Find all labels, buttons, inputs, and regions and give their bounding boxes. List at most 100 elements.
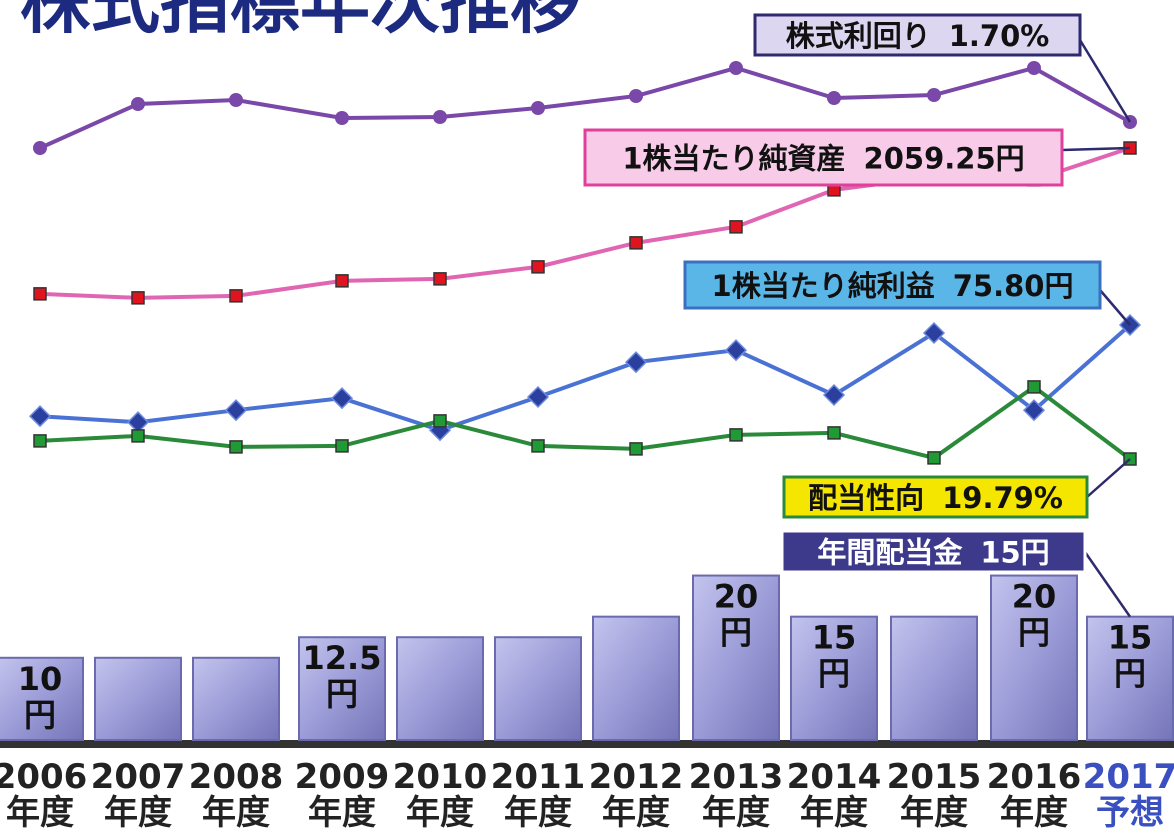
marker — [629, 89, 643, 103]
callout-text: 1株当たり純利益 75.80円 — [712, 269, 1074, 303]
series-line — [39, 384, 1132, 461]
x-tick-label: 2007 年度 — [91, 757, 186, 833]
callout-value: 19.79% — [942, 481, 1063, 515]
line-part: 2008 — [189, 757, 284, 797]
series-name: 1株当たり純資産 — [622, 142, 845, 176]
line-part: 2016 — [987, 757, 1082, 797]
x-tick-label: 2013 年度 — [689, 757, 784, 833]
bar — [790, 615, 878, 742]
line-part: 年度 — [104, 793, 172, 833]
x-tick-label: 2012 年度 — [589, 757, 684, 833]
callout-box — [583, 128, 1064, 187]
bar-label: 20 円 — [1012, 578, 1057, 652]
x-tick-label: 2014 年度 — [787, 757, 882, 833]
marker — [827, 91, 841, 105]
line-part: 年度 — [800, 793, 868, 833]
marker — [1027, 380, 1041, 394]
marker — [724, 339, 748, 362]
x-tick-label: 2009 年度 — [295, 757, 390, 833]
bar — [692, 574, 780, 741]
series-name: 1株当たり純利益 — [712, 269, 935, 303]
line-part: 2013 — [689, 757, 784, 797]
line-part: 円 — [720, 614, 752, 652]
marker — [531, 260, 545, 274]
marker — [1022, 399, 1046, 422]
line-part: 2017 — [1083, 757, 1174, 797]
marker — [629, 236, 643, 250]
line-part: 年度 — [202, 793, 270, 833]
line-part: 円 — [326, 675, 358, 713]
line-part: 2012 — [589, 757, 684, 797]
marker — [531, 439, 545, 453]
callout-text: 株式利回り 1.70% — [786, 19, 1050, 53]
line-part: 20 — [714, 578, 759, 616]
bar-label: 15 円 — [1108, 619, 1153, 693]
marker — [827, 426, 841, 440]
line-part: 20 — [1012, 578, 1057, 616]
line-part: 2011 — [491, 757, 586, 797]
bar — [298, 636, 386, 742]
line-part: 12.5 — [303, 639, 382, 677]
bar — [396, 636, 484, 742]
marker — [729, 220, 743, 234]
marker — [335, 439, 349, 453]
marker — [330, 387, 354, 410]
x-tick-label: 2006 年度 — [0, 757, 87, 833]
x-tick-label: 2015 年度 — [887, 757, 982, 833]
marker — [335, 274, 349, 288]
line-part: 10 — [18, 660, 63, 698]
bar-label: 12.5 円 — [303, 639, 382, 713]
callout-connector — [1061, 146, 1131, 152]
x-tick-label: 2010 年度 — [393, 757, 488, 833]
callout-box — [780, 529, 1087, 574]
callout-value: 1.70% — [949, 19, 1050, 53]
x-tick-label: 2011 年度 — [491, 757, 586, 833]
marker — [229, 289, 243, 303]
callout-value: 75.80円 — [953, 269, 1074, 303]
chart-title: 株式指標年次推移 — [20, 0, 580, 43]
callout-connector — [1086, 458, 1131, 498]
line-part: 年度 — [308, 793, 376, 833]
callout-value: 2059.25円 — [864, 142, 1025, 176]
bar — [494, 636, 582, 742]
line-part: 円 — [24, 696, 56, 734]
callout-box — [683, 260, 1102, 310]
bar — [990, 574, 1078, 741]
marker — [335, 111, 349, 125]
callout-box — [753, 13, 1082, 57]
marker — [28, 405, 52, 428]
marker — [33, 287, 47, 301]
line-part: 年度 — [406, 793, 474, 833]
bar — [592, 615, 680, 742]
marker — [433, 414, 447, 428]
callout-text: 1株当たり純資産 2059.25円 — [622, 142, 1024, 176]
line-part: 2015 — [887, 757, 982, 797]
callout-connector — [1083, 551, 1132, 618]
line-part: 年度 — [900, 793, 968, 833]
line-part: 2007 — [91, 757, 186, 797]
marker — [33, 141, 47, 155]
marker — [927, 88, 941, 102]
marker — [433, 272, 447, 286]
line-part: 2009 — [295, 757, 390, 797]
marker — [224, 399, 248, 422]
marker — [729, 428, 743, 442]
bar-label: 15 円 — [812, 619, 857, 693]
callout-box — [782, 475, 1089, 519]
line-part: 年度 — [702, 793, 770, 833]
line-part: 年度 — [1000, 793, 1068, 833]
callout-text: 年間配当金 15円 — [817, 536, 1049, 570]
bar-label: 10 円 — [18, 660, 63, 734]
marker — [729, 61, 743, 75]
line-part: 円 — [1018, 614, 1050, 652]
line-part: 予想 — [1096, 793, 1164, 833]
marker — [229, 93, 243, 107]
callout-connector — [1099, 289, 1131, 326]
marker — [624, 351, 648, 374]
bar-label: 20 円 — [714, 578, 759, 652]
callout-value: 15円 — [980, 536, 1049, 570]
bar — [192, 656, 280, 741]
callout-text: 配当性向 19.79% — [808, 481, 1063, 515]
series-line — [39, 323, 1132, 433]
